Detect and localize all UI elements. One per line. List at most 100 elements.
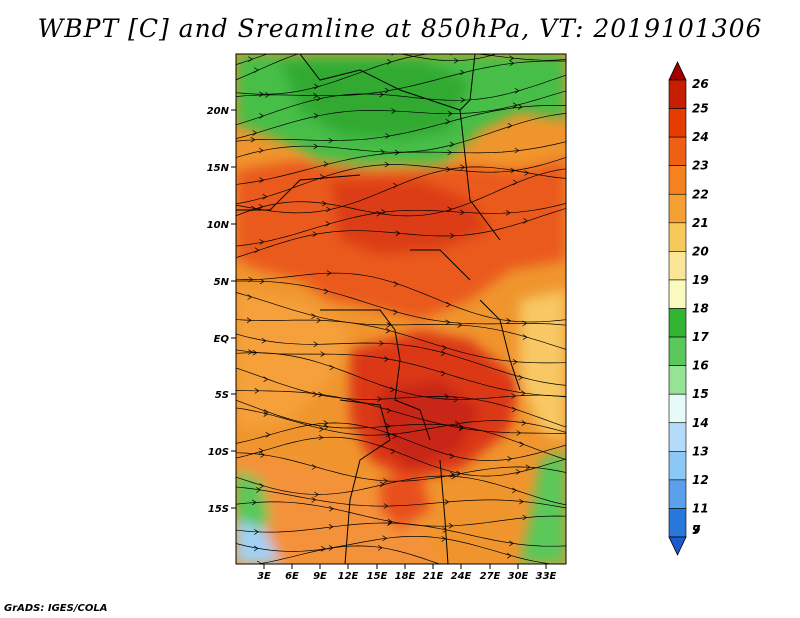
streamline-arrow [254,247,260,253]
streamline [236,90,566,139]
streamline-arrow [258,203,264,210]
colorbar-swatch [668,365,687,395]
streamline-arrow [442,345,447,351]
field-light-orange-west [236,290,350,430]
streamline-arrow [259,483,265,489]
streamline-arrow [256,487,261,493]
streamline-arrow [449,453,455,459]
streamline-arrow [394,149,400,156]
streamline-arrow [325,221,331,227]
streamline-arrow [507,122,513,129]
wbpt-field [236,54,566,564]
streamline [236,104,566,142]
streamline-arrow [384,87,390,94]
lat-label: 15S [208,504,229,515]
colorbar-level-label: 14 [692,416,709,430]
lat-label: 5N [214,277,230,288]
streamline-arrow [459,209,465,216]
streamlines [236,30,566,564]
lon-label: 21E [423,571,444,582]
border-line [439,459,449,564]
streamline-arrow [263,376,269,382]
border-line [236,174,361,211]
streamline [236,54,566,95]
streamline-arrow [509,60,515,66]
colorbar-swatch [668,136,687,166]
lon-label: 24E [451,571,472,582]
streamline-arrow [387,520,393,526]
streamline-arrow [259,177,265,183]
streamline-arrow [514,88,520,94]
lon-label: 9E [313,571,327,582]
colorbar-swatch [668,279,687,309]
country-borders [236,54,521,564]
streamline-arrow [511,393,517,399]
colorbar-swatch [668,165,687,195]
colorbar-swatch [668,308,687,338]
streamline-arrow [321,200,327,207]
streamline-arrow [387,59,392,65]
border-line [410,249,471,281]
colorbar-level-label: 24 [692,130,709,144]
streamline-arrow [383,478,389,484]
streamline-arrow [383,503,389,509]
colorbar-swatch [668,251,687,281]
streamline-arrow [253,545,259,552]
streamline-arrow [393,182,398,189]
border-line [320,309,431,441]
streamline [236,74,566,126]
streamline [236,168,566,217]
streamline-arrow [512,359,518,365]
colorbar-swatch [668,336,687,366]
streamline [236,333,566,386]
streamline [236,422,566,461]
streamline [254,545,441,564]
colorbar-swatch [668,422,687,452]
streamline-arrow [384,356,389,362]
streamline-arrow [258,147,264,154]
lon-label: 6E [285,571,299,582]
map-panel [236,30,566,564]
streamline-arrow [259,91,265,97]
streamline-arrow [260,452,266,458]
border-line [299,54,476,111]
streamline-arrow [445,118,451,125]
colorbar-swatch [668,508,687,538]
streamline-arrow [259,278,265,285]
streamline-arrow [393,281,399,287]
streamline-arrow [250,136,256,143]
streamline [236,501,566,527]
streamline-arrow [460,97,466,103]
colorbar-level-label: 23 [692,159,709,173]
streamline-arrow [509,540,514,547]
streamline-arrow [261,337,267,344]
streamline-arrow [254,67,259,73]
streamline-arrow [441,370,446,377]
streamline-arrow [252,349,258,356]
lat-label: 20N [207,106,230,117]
colorbar-swatch [668,393,687,424]
lon-axis: 3E 6E 9E 12E 15E 18E 21E 24E 27E 30E 33E [257,564,557,582]
streamline-arrow [254,529,259,535]
streamline-arrow [451,473,457,480]
streamline-arrow [517,104,523,110]
colorbar-level-label: 20 [692,244,709,258]
colorbar-level-label: 7 [692,523,701,537]
lon-label: 18E [395,571,416,582]
streamline [236,166,566,214]
streamline [236,292,566,350]
streamline-arrow [379,91,385,98]
streamline-arrow [318,434,324,441]
streamline-arrow [519,498,524,505]
streamline-arrow [508,30,512,35]
streamline-arrow [316,95,322,102]
streamline-arrow [387,518,393,525]
colorbar-level-label: 12 [692,473,709,487]
streamline-arrow [377,396,383,402]
streamline-arrow [381,209,386,215]
field-dark-green-north [280,60,470,140]
colorbar-swatch [668,479,687,509]
streamline-arrow [324,424,329,430]
lat-label: 15N [207,163,230,174]
